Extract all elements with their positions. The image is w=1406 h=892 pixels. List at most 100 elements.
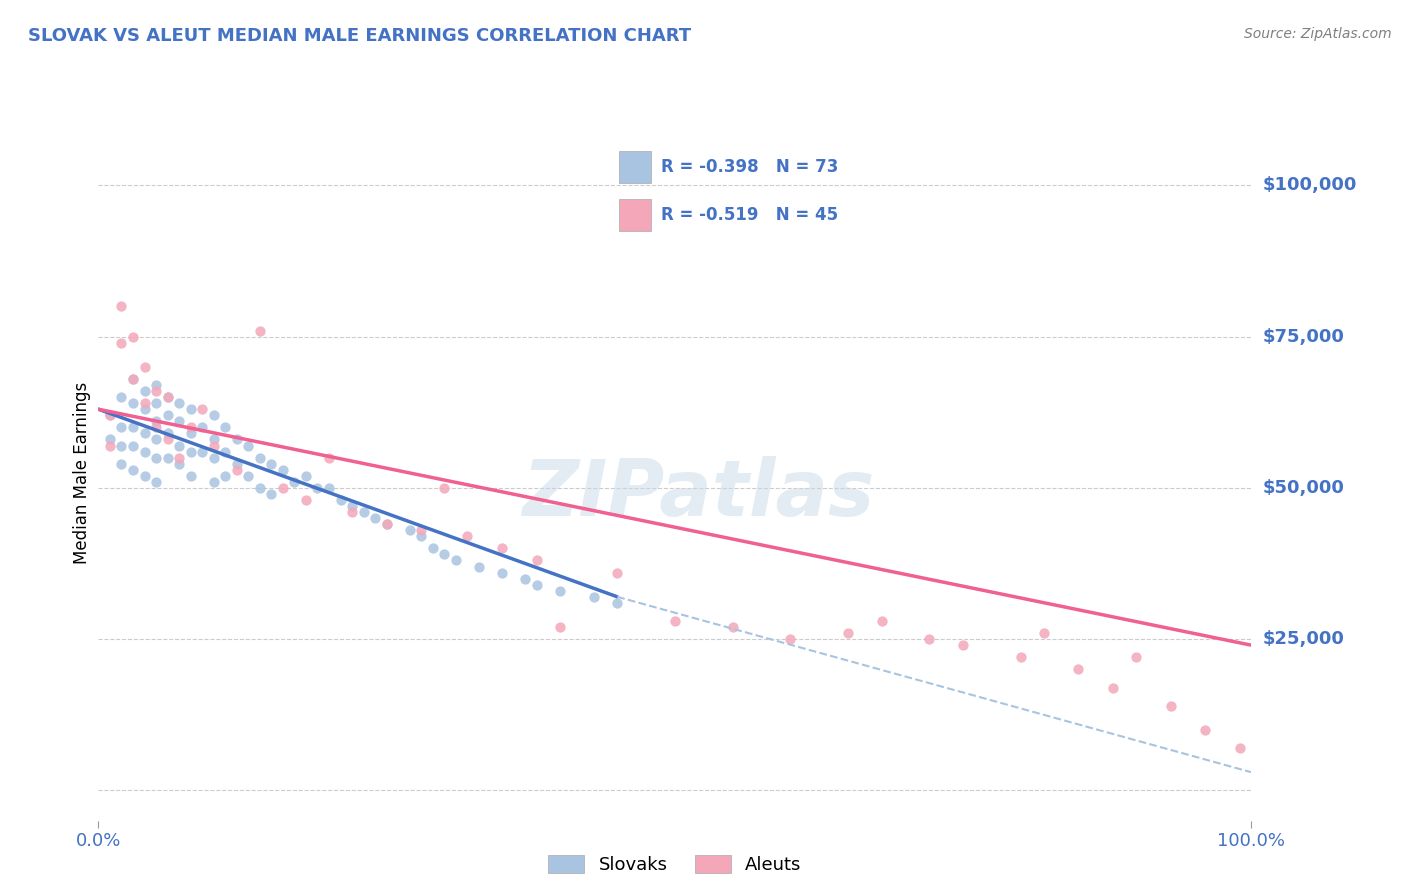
Point [238, 468, 260, 483]
Y-axis label: Median Male Earnings: Median Male Earnings [73, 382, 91, 564]
Point [110, 335, 132, 350]
Point [202, 450, 225, 465]
Point [1160, 698, 1182, 713]
Point [167, 396, 190, 410]
Point [411, 529, 433, 543]
Point [145, 475, 167, 489]
Point [180, 468, 202, 483]
Point [353, 505, 375, 519]
Point [375, 517, 398, 532]
Point [134, 444, 156, 458]
Point [122, 420, 145, 434]
Text: $100,000: $100,000 [1263, 177, 1357, 194]
Point [134, 396, 156, 410]
Point [214, 468, 236, 483]
Point [145, 420, 167, 434]
Point [167, 450, 190, 465]
Point [329, 493, 352, 508]
Point [340, 499, 363, 513]
Point [1229, 741, 1251, 756]
Point [872, 614, 894, 628]
Point [491, 566, 513, 580]
Point [952, 638, 974, 652]
Point [295, 493, 318, 508]
Text: $25,000: $25,000 [1263, 630, 1344, 648]
Bar [619, 199, 651, 231]
Point [260, 457, 283, 471]
Point [249, 324, 271, 338]
Point [156, 409, 179, 423]
Text: R = -0.519   N = 45: R = -0.519 N = 45 [661, 206, 838, 224]
Point [191, 444, 214, 458]
Point [398, 523, 420, 537]
Point [238, 438, 260, 452]
Point [156, 433, 179, 447]
Point [145, 433, 167, 447]
Text: $75,000: $75,000 [1263, 327, 1344, 345]
Point [1102, 681, 1125, 695]
Point [271, 463, 294, 477]
Point [98, 438, 121, 452]
Point [191, 402, 214, 417]
Point [433, 481, 456, 495]
Point [110, 438, 132, 452]
Point [122, 396, 145, 410]
Point [225, 457, 247, 471]
Point [318, 450, 340, 465]
Point [156, 450, 179, 465]
Point [548, 620, 571, 634]
Point [145, 414, 167, 428]
Point [375, 517, 398, 532]
Point [721, 620, 744, 634]
Point [526, 577, 548, 591]
Point [1010, 650, 1032, 665]
Point [548, 583, 571, 598]
Point [214, 444, 236, 458]
Point [202, 433, 225, 447]
Point [260, 487, 283, 501]
Text: ZIPatlas: ZIPatlas [522, 456, 875, 532]
Point [295, 468, 318, 483]
Point [110, 457, 132, 471]
Point [134, 426, 156, 441]
Point [318, 481, 340, 495]
Point [1125, 650, 1147, 665]
Point [513, 572, 536, 586]
Point [444, 553, 467, 567]
Point [167, 414, 190, 428]
Point [145, 450, 167, 465]
Point [156, 390, 179, 404]
Point [180, 444, 202, 458]
Text: SLOVAK VS ALEUT MEDIAN MALE EARNINGS CORRELATION CHART: SLOVAK VS ALEUT MEDIAN MALE EARNINGS COR… [28, 27, 692, 45]
Point [202, 475, 225, 489]
Point [364, 511, 387, 525]
Point [167, 457, 190, 471]
Point [249, 450, 271, 465]
Point [134, 402, 156, 417]
Point [110, 390, 132, 404]
Point [145, 378, 167, 392]
Text: Source: ZipAtlas.com: Source: ZipAtlas.com [1244, 27, 1392, 41]
Point [122, 372, 145, 386]
Point [583, 590, 606, 604]
Point [526, 553, 548, 567]
Point [156, 390, 179, 404]
Point [433, 548, 456, 562]
Point [917, 632, 939, 647]
Point [167, 438, 190, 452]
Point [225, 463, 247, 477]
Point [122, 329, 145, 343]
Point [411, 523, 433, 537]
Point [225, 433, 247, 447]
Point [837, 626, 859, 640]
Point [145, 384, 167, 398]
Point [1194, 723, 1216, 737]
Point [779, 632, 801, 647]
Point [180, 426, 202, 441]
Bar [619, 152, 651, 183]
Text: $50,000: $50,000 [1263, 479, 1344, 497]
Point [110, 420, 132, 434]
Point [122, 463, 145, 477]
Point [202, 438, 225, 452]
Point [98, 409, 121, 423]
